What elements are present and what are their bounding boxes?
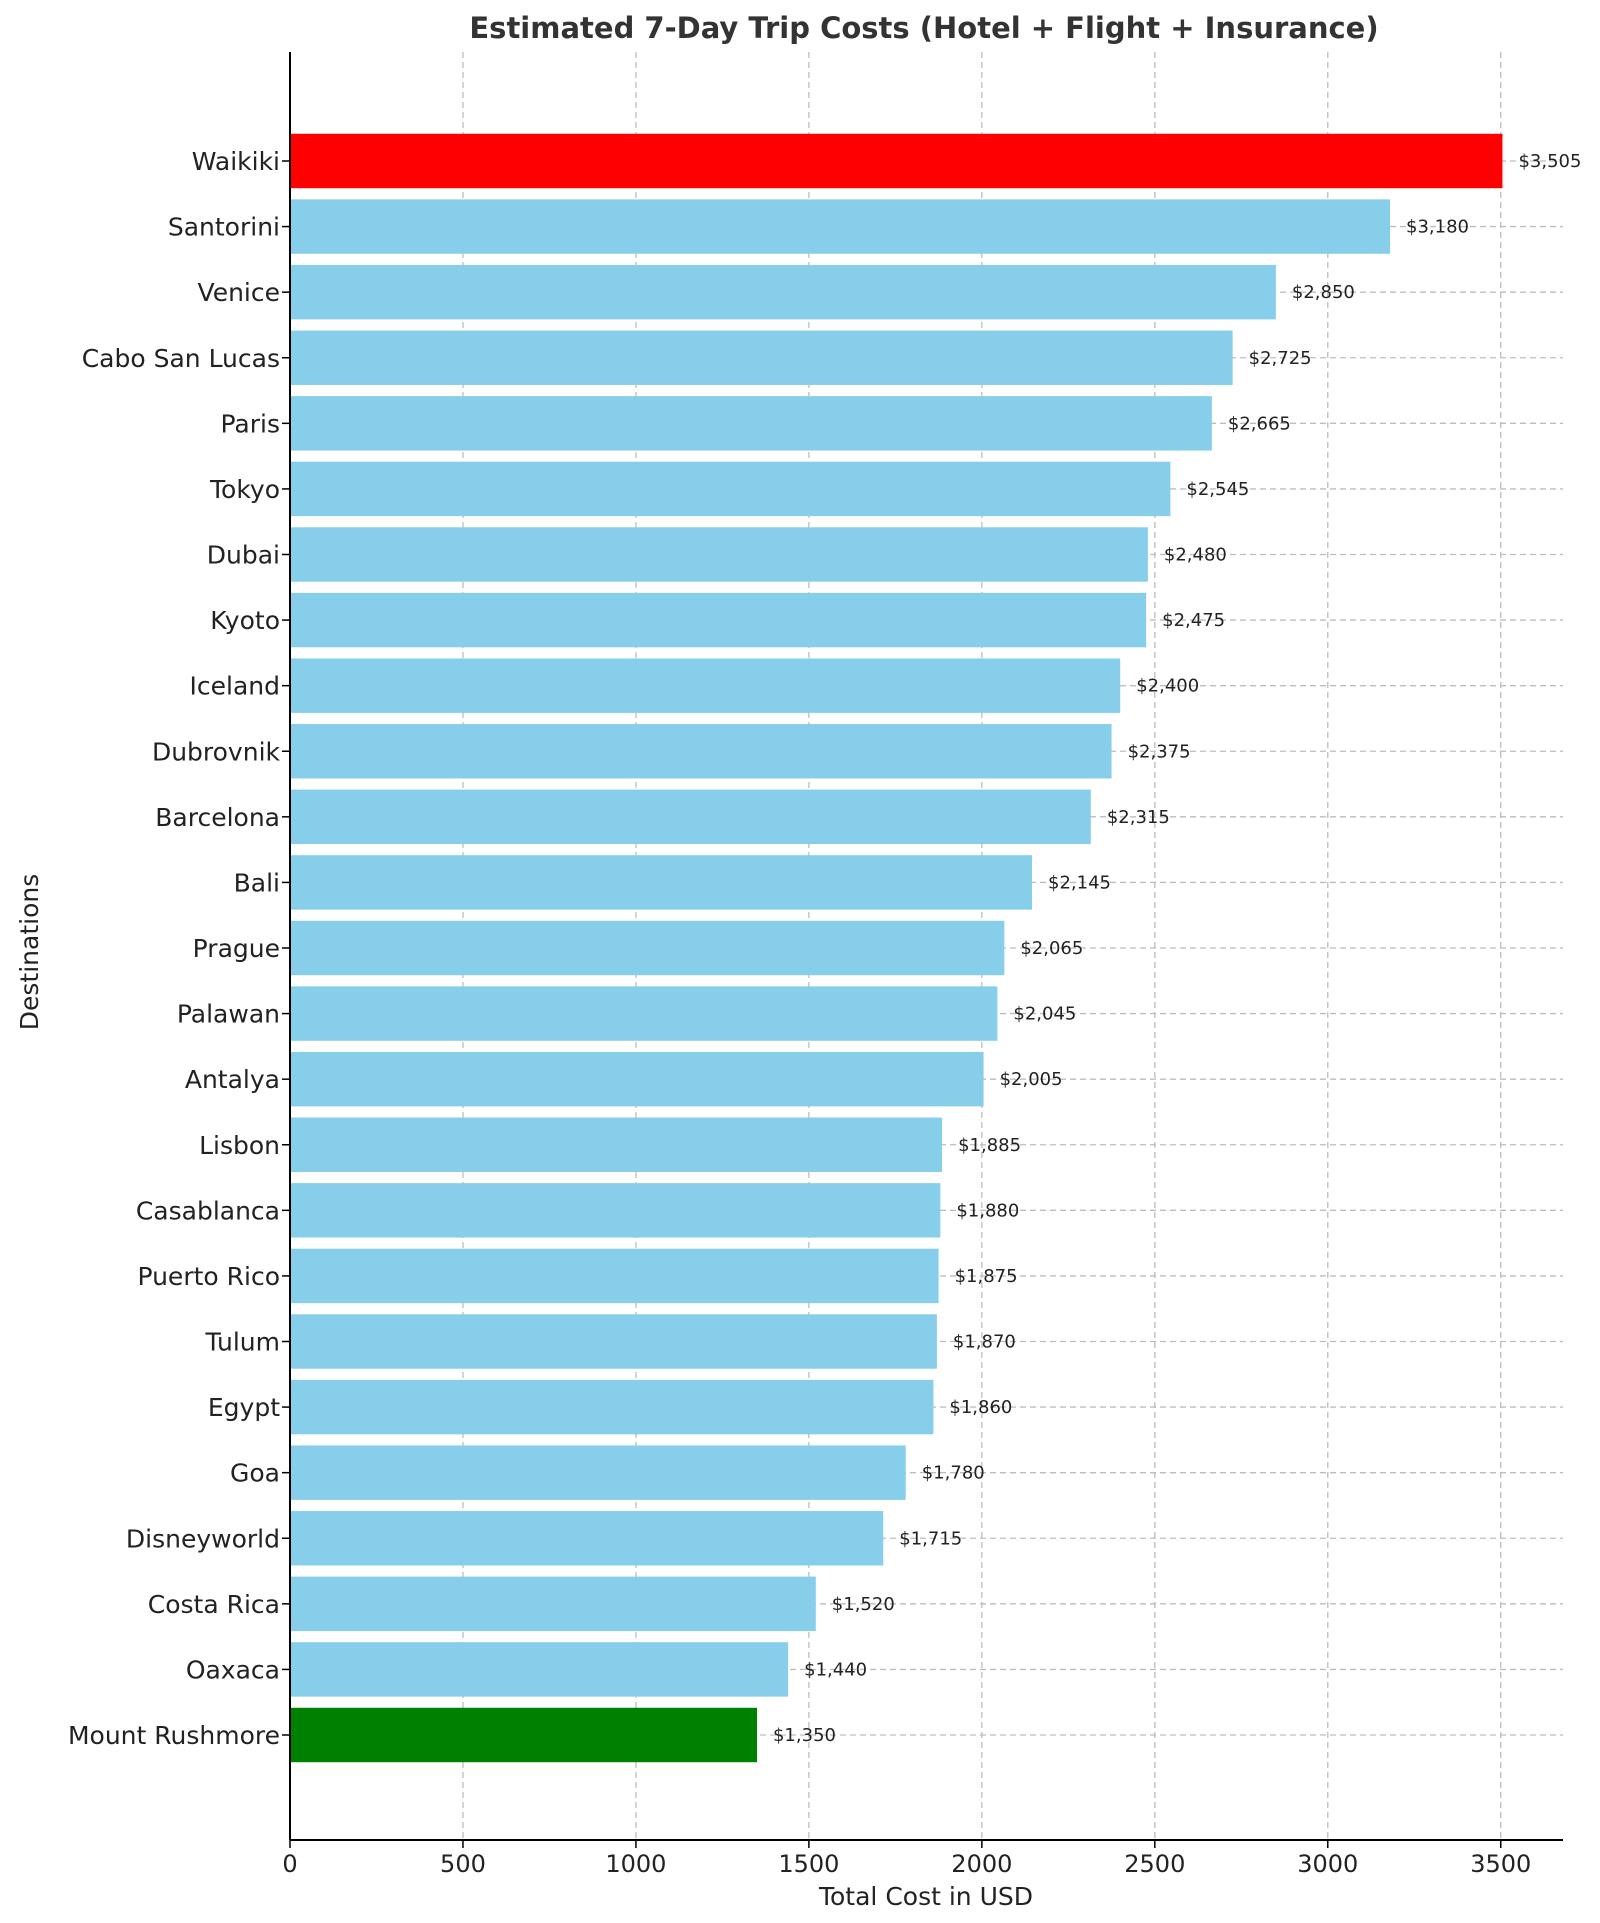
y-tick-label: Tulum	[205, 1328, 280, 1357]
value-labels: $3,505 $3,180 $2,850 $2,725 $2,665 $2,545 $2,4…	[773, 151, 1581, 1746]
bar	[290, 592, 1147, 648]
y-tick-label: Oaxaca	[186, 1655, 280, 1684]
x-tick-labels: 0 500 1000 1500 2000 2500 3000 3500	[282, 1840, 1531, 1878]
y-tick-label: Disneyworld	[126, 1524, 280, 1553]
bar	[290, 1051, 984, 1107]
bar	[290, 133, 1503, 189]
data-label: $1,715	[899, 1528, 962, 1549]
y-tick-label: Waikiki	[192, 147, 280, 176]
data-label: $2,065	[1020, 938, 1083, 959]
x-tick-label: 1500	[778, 1850, 839, 1878]
data-label: $1,875	[955, 1266, 1018, 1287]
y-axis-label: Destinations	[15, 874, 44, 1030]
bar	[290, 658, 1121, 713]
bar	[290, 330, 1233, 385]
bar	[290, 1511, 884, 1566]
bars	[290, 133, 1503, 1763]
data-label: $2,480	[1164, 545, 1227, 566]
data-label: $1,885	[958, 1135, 1021, 1156]
y-tick-label: Dubrovnik	[152, 737, 281, 766]
y-tick-label: Prague	[193, 934, 280, 963]
data-label: $3,180	[1406, 217, 1469, 238]
x-tick-label: 3500	[1470, 1850, 1531, 1878]
bar	[290, 920, 1005, 976]
data-label: $1,780	[922, 1463, 985, 1484]
bar	[290, 527, 1148, 582]
y-tick-label: Palawan	[177, 1000, 280, 1029]
data-label: $1,860	[949, 1397, 1012, 1418]
data-label: $1,870	[953, 1332, 1016, 1353]
y-tick-label: Bali	[234, 868, 280, 897]
bar	[290, 1576, 816, 1632]
x-tick-label: 1000	[605, 1850, 666, 1878]
bar	[290, 724, 1112, 779]
bar	[290, 1183, 941, 1238]
data-label: $1,440	[804, 1659, 867, 1680]
y-tick-label: Cabo San Lucas	[82, 344, 280, 373]
data-label: $2,375	[1128, 741, 1191, 762]
bar	[290, 855, 1033, 910]
y-tick-label: Paris	[220, 409, 280, 438]
x-tick-label: 3000	[1297, 1850, 1358, 1878]
bar	[290, 199, 1391, 254]
x-tick-label: 2000	[951, 1850, 1012, 1878]
x-axis-label: Total Cost in USD	[818, 1882, 1033, 1911]
data-label: $2,725	[1249, 348, 1312, 369]
y-tick-label: Santorini	[168, 213, 280, 242]
y-tick-label: Iceland	[190, 672, 280, 701]
y-tick-label: Goa	[230, 1459, 280, 1488]
bar	[290, 1314, 937, 1369]
bar	[290, 1248, 939, 1304]
y-tick-label: Casablanca	[136, 1196, 280, 1225]
y-tick-label: Kyoto	[210, 606, 280, 635]
data-label: $1,350	[773, 1725, 836, 1746]
data-label: $2,850	[1292, 282, 1355, 303]
bar	[290, 461, 1171, 517]
y-tick-label: Antalya	[185, 1065, 280, 1094]
y-tick-label: Barcelona	[155, 803, 280, 832]
bar	[290, 396, 1212, 451]
data-label: $2,005	[1000, 1069, 1063, 1090]
bar	[290, 264, 1276, 320]
data-label: $2,400	[1136, 676, 1199, 697]
y-tick-labels: Waikiki Santorini Venice Cabo San Lucas Pari…	[68, 147, 290, 1750]
bar	[290, 1445, 906, 1500]
chart-title: Estimated 7-Day Trip Costs (Hotel + Flig…	[469, 11, 1378, 45]
data-label: $2,145	[1048, 872, 1111, 893]
data-label: $3,505	[1518, 151, 1581, 172]
bar	[290, 986, 998, 1041]
x-tick-label: 0	[282, 1850, 297, 1878]
data-label: $1,880	[956, 1200, 1019, 1221]
bar	[290, 1707, 757, 1763]
y-tick-label: Dubai	[207, 541, 280, 570]
y-tick-label: Lisbon	[199, 1131, 280, 1160]
data-label: $2,545	[1186, 479, 1249, 500]
y-tick-label: Venice	[198, 278, 280, 307]
data-label: $2,315	[1107, 807, 1170, 828]
data-label: $1,520	[832, 1594, 895, 1615]
y-tick-label: Puerto Rico	[137, 1262, 280, 1291]
x-tick-label: 500	[440, 1850, 486, 1878]
x-tick-label: 2500	[1124, 1850, 1185, 1878]
bar	[290, 1117, 943, 1172]
data-label: $2,475	[1162, 610, 1225, 631]
data-label: $2,045	[1013, 1004, 1076, 1025]
y-tick-label: Tokyo	[209, 475, 280, 504]
y-tick-label: Egypt	[208, 1393, 280, 1422]
bar	[290, 789, 1091, 845]
y-tick-label: Costa Rica	[148, 1590, 280, 1619]
y-tick-label: Mount Rushmore	[68, 1721, 280, 1750]
bar	[290, 1642, 789, 1697]
data-label: $2,665	[1228, 413, 1291, 434]
bar	[290, 1379, 934, 1435]
